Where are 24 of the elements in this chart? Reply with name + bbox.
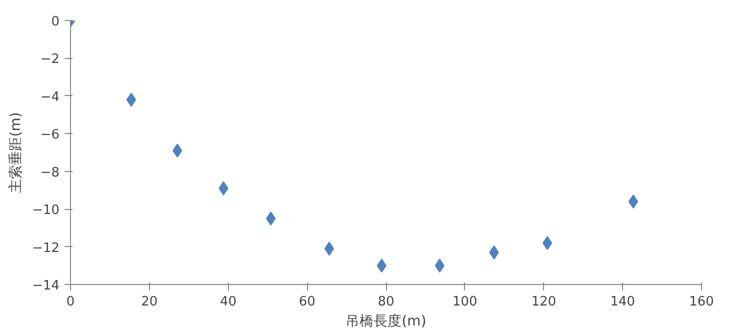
y-tick-label: −4 [40,90,60,105]
x-tick-label: 20 [141,294,158,310]
y-tick-label: −10 [32,203,60,218]
point [324,242,334,256]
x-tick-label: 0 [66,294,75,310]
point [266,212,276,226]
point [628,194,638,209]
point [126,92,136,107]
x-tick-label: 60 [298,294,316,310]
y-tick-label: −14 [32,278,60,294]
x-tick-label: 160 [689,294,714,310]
y-tick-label: −8 [40,165,60,180]
y-axis-title: 主索垂距(m) [8,112,24,193]
y-tick-label: 0 [51,14,60,30]
x-tick-label: 100 [452,294,478,310]
y-tick-label: −12 [32,240,60,256]
x-tick-label: 40 [220,294,237,310]
y-tick-label: −6 [40,128,60,143]
x-tick-label: 80 [378,294,394,310]
x-tick-label: 120 [531,294,556,310]
x-axis-title: 吊橋長度(m) [346,314,426,330]
point [542,236,552,250]
y-tick-label: −2 [40,52,60,68]
x-tick-label: 140 [610,294,636,310]
